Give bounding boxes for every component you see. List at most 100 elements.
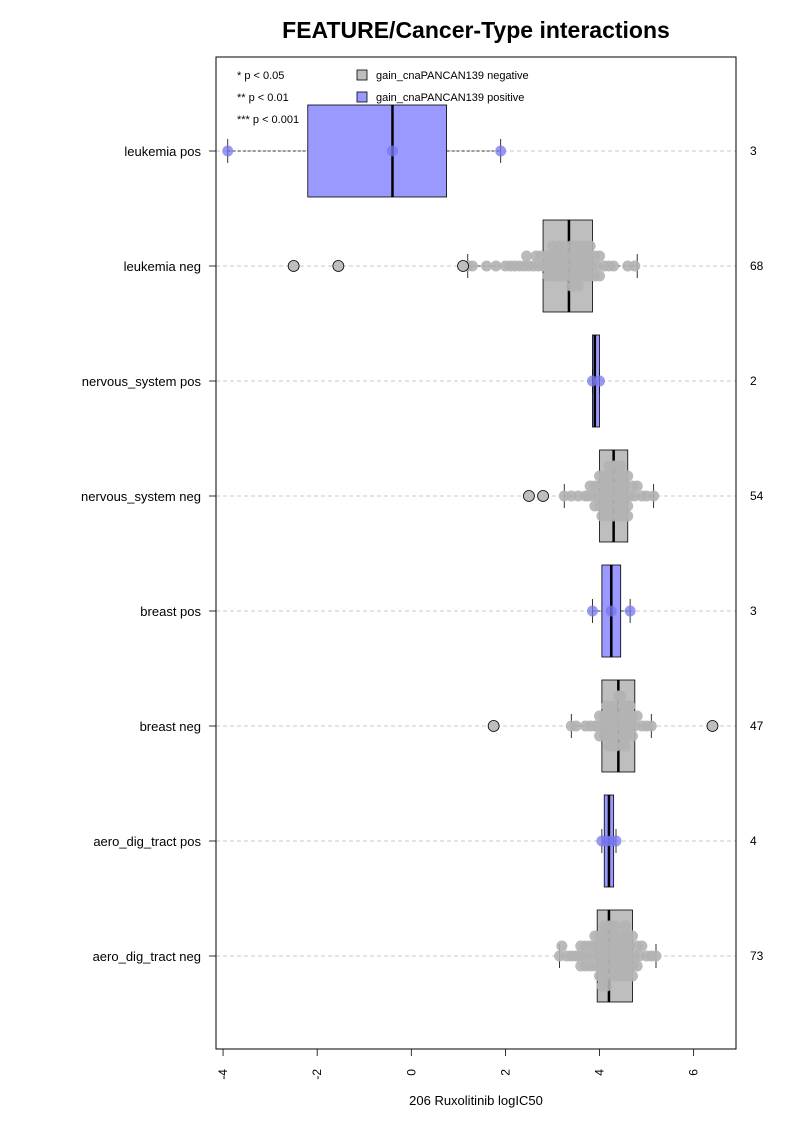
- legend-label-positive: gain_cnaPANCAN139 positive: [376, 92, 524, 104]
- data-point: [626, 730, 638, 742]
- data-point: [650, 950, 662, 962]
- x-axis: -4 -2 0 2 4 6: [216, 1048, 701, 1080]
- data-point: [608, 740, 620, 752]
- data-point: [645, 720, 657, 732]
- data-point: [558, 240, 570, 252]
- data-point: [495, 145, 507, 157]
- data-point: [521, 250, 533, 262]
- sample-size-label: 68: [750, 259, 764, 273]
- outlier-point: [287, 260, 300, 272]
- data-point: [648, 490, 660, 502]
- data-point: [579, 960, 591, 972]
- data-point: [594, 270, 606, 282]
- data-point: [542, 270, 554, 282]
- data-point: [509, 260, 521, 272]
- x-tick-label: -4: [216, 1069, 230, 1080]
- sample-size-label: 3: [750, 604, 757, 618]
- data-point: [608, 260, 620, 272]
- data-point: [626, 930, 638, 942]
- box: [307, 104, 447, 198]
- sample-size-labels: 3 68 2 54 3 47 4 73: [750, 144, 764, 963]
- sample-size-label: 47: [750, 719, 764, 733]
- data-point: [631, 710, 643, 722]
- data-point: [594, 970, 606, 982]
- data-point: [629, 260, 641, 272]
- data-point: [605, 920, 617, 932]
- chart-title: FEATURE/Cancer-Type interactions: [282, 17, 670, 43]
- legend-significance-1: * p < 0.05: [237, 70, 284, 82]
- data-point: [622, 500, 634, 512]
- data-point: [594, 375, 606, 387]
- outlier-point: [332, 260, 345, 272]
- x-axis-label: 206 Ruxolitinib logIC50: [409, 1093, 543, 1108]
- x-tick-label: 4: [593, 1069, 607, 1076]
- data-point: [386, 145, 398, 157]
- category-label: aero_dig_tract pos: [93, 834, 201, 849]
- category-labels: leukemia pos leukemia neg nervous_system p…: [81, 144, 216, 964]
- category-label: breast neg: [140, 719, 201, 734]
- data-point: [617, 970, 629, 982]
- legend-significance-2: ** p < 0.01: [237, 92, 289, 104]
- data-point: [568, 280, 580, 292]
- x-tick-label: 0: [404, 1069, 418, 1076]
- data-point: [636, 940, 648, 952]
- data-point: [615, 690, 627, 702]
- category-label: leukemia pos: [124, 144, 201, 159]
- data-point: [570, 720, 582, 732]
- data-point: [605, 700, 617, 712]
- data-point: [594, 730, 606, 742]
- x-tick-label: -2: [310, 1069, 324, 1080]
- x-tick-label: 6: [687, 1069, 701, 1076]
- data-point: [535, 250, 547, 262]
- sample-size-label: 4: [750, 834, 757, 848]
- data-point: [624, 605, 636, 617]
- data-point: [466, 260, 478, 272]
- plot-frame: [215, 56, 737, 1050]
- legend: * p < 0.05 ** p < 0.01 *** p < 0.001 gai…: [237, 69, 529, 126]
- data-point: [481, 260, 493, 272]
- category-label: nervous_system neg: [81, 489, 201, 504]
- data-point: [626, 970, 638, 982]
- data-point: [222, 145, 234, 157]
- data-point: [589, 930, 601, 942]
- data-point: [490, 260, 502, 272]
- box-layer: [227, 104, 657, 1003]
- outlier-point: [706, 720, 719, 732]
- data-point: [615, 460, 627, 472]
- data-point: [631, 960, 643, 972]
- data-point: [556, 940, 568, 952]
- point-layer: [222, 145, 719, 992]
- legend-label-negative: gain_cnaPANCAN139 negative: [376, 70, 529, 82]
- data-point: [631, 480, 643, 492]
- category-label: breast pos: [140, 604, 201, 619]
- legend-significance-3: *** p < 0.001: [237, 114, 299, 126]
- data-point: [622, 470, 634, 482]
- sample-size-label: 2: [750, 374, 757, 388]
- data-point: [624, 700, 636, 712]
- outlier-point: [487, 720, 500, 732]
- data-point: [622, 510, 634, 522]
- sample-size-label: 54: [750, 489, 764, 503]
- data-point: [584, 240, 596, 252]
- x-tick-label: 2: [498, 1069, 512, 1076]
- data-point: [586, 605, 598, 617]
- data-point: [608, 970, 620, 982]
- data-point: [596, 510, 608, 522]
- outlier-point: [523, 490, 535, 502]
- sample-size-label: 73: [750, 949, 764, 963]
- legend-swatch-positive: [356, 91, 368, 103]
- legend-swatch-negative: [356, 69, 368, 81]
- sample-size-label: 3: [750, 144, 757, 158]
- data-point: [594, 250, 606, 262]
- category-label: nervous_system pos: [82, 374, 202, 389]
- category-label: aero_dig_tract neg: [93, 949, 201, 964]
- data-point: [619, 740, 631, 752]
- data-point: [598, 470, 610, 482]
- data-point: [610, 835, 622, 847]
- outlier-point: [537, 490, 549, 502]
- data-point: [605, 605, 617, 617]
- outlier-point: [457, 260, 469, 272]
- data-point: [619, 920, 631, 932]
- data-point: [589, 500, 601, 512]
